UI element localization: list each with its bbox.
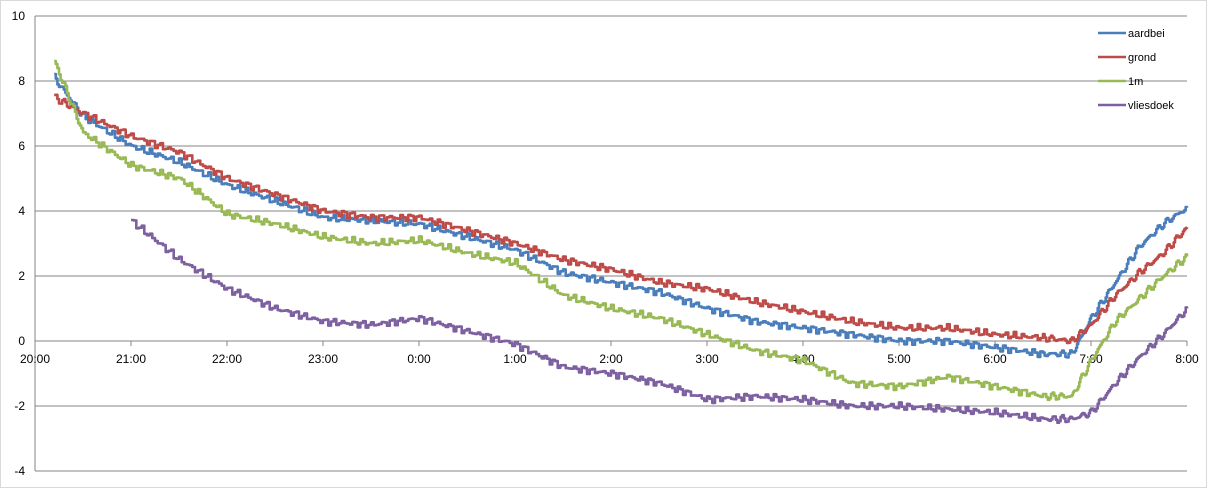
series-line-vliesdoek (131, 218, 1189, 424)
x-tick-label: 20:00 (20, 352, 50, 366)
x-tick-label: 2:00 (599, 352, 623, 366)
series-line-grond (54, 93, 1189, 345)
x-tick-label: 3:00 (695, 352, 719, 366)
x-tick-label: 8:00 (1175, 352, 1199, 366)
x-axis-tick-labels: 20:00 21:00 22:00 23:00 0:00 1:00 2:00 3:00 4:00… (20, 352, 1199, 366)
series-line-aardbei (54, 72, 1189, 359)
legend-label-aardbei: aardbei (1128, 28, 1165, 40)
x-tick-label: 5:00 (887, 352, 911, 366)
legend: aardbei grond 1m vliesdoek (1098, 28, 1174, 112)
x-tick-label: 1:00 (503, 352, 527, 366)
y-tick-label: 0 (18, 334, 25, 348)
y-tick-label: 8 (18, 74, 25, 88)
series-lines (54, 59, 1189, 424)
gridlines (34, 15, 1188, 472)
y-tick-label: 10 (12, 9, 26, 23)
y-axis-tick-labels: -4 -2 0 2 4 6 8 10 (12, 9, 26, 478)
x-tick-label: 23:00 (308, 352, 338, 366)
y-tick-label: 6 (18, 139, 25, 153)
legend-label-vliesdoek: vliesdoek (1128, 100, 1174, 112)
x-tick-label: 21:00 (116, 352, 146, 366)
y-tick-label: 4 (18, 204, 25, 218)
legend-label-1m: 1m (1128, 76, 1143, 88)
y-tick-label: -4 (14, 464, 25, 478)
y-tick-label: -2 (14, 399, 25, 413)
series-line-1m (54, 59, 1189, 402)
x-tick-label: 6:00 (983, 352, 1007, 366)
legend-label-grond: grond (1128, 52, 1156, 64)
x-tick-label: 0:00 (407, 352, 431, 366)
x-tick-label: 22:00 (212, 352, 242, 366)
y-tick-label: 2 (18, 269, 25, 283)
